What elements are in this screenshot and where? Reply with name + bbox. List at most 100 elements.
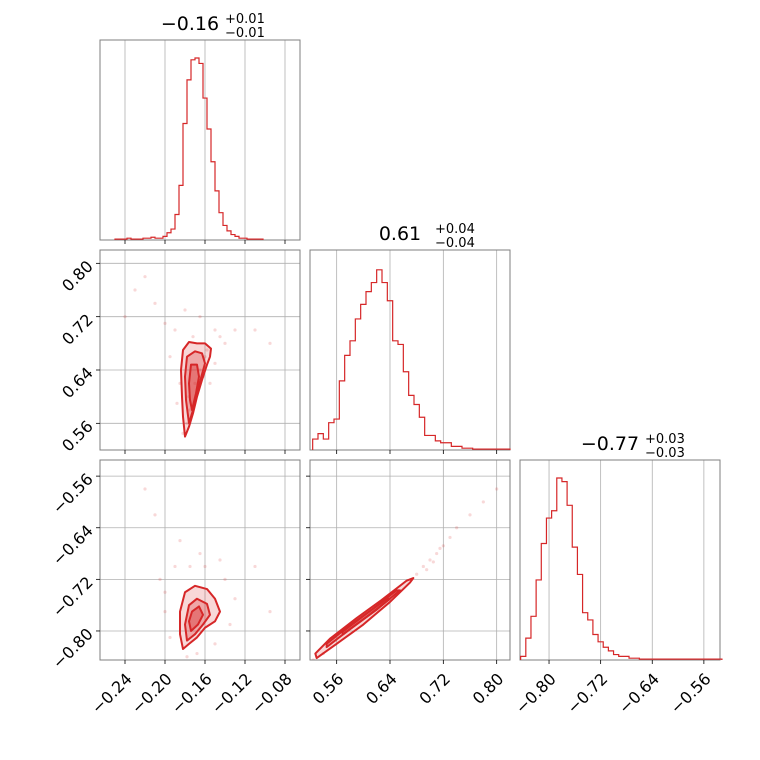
histogram-step-line xyxy=(114,57,264,240)
x-tick-label: −0.08 xyxy=(248,669,296,717)
x-tick-label: 0.80 xyxy=(469,669,508,708)
y-tick-label: −0.80 xyxy=(49,624,97,672)
y-tick-label: 0.80 xyxy=(58,257,97,296)
y-tick-label: 0.64 xyxy=(58,363,97,402)
x-tick-label: 0.72 xyxy=(415,669,454,708)
scatter-point xyxy=(448,535,452,540)
scatter-point xyxy=(198,551,202,556)
scatter-point xyxy=(268,341,272,345)
scatter-point xyxy=(425,568,429,572)
scatter-point xyxy=(175,401,179,405)
scatter-point xyxy=(158,577,162,581)
scatter-point xyxy=(153,513,157,517)
scatter-point xyxy=(311,658,315,660)
scatter-point xyxy=(223,577,227,581)
scatter-point xyxy=(435,551,439,556)
scatter-point xyxy=(163,610,167,614)
scatter-point xyxy=(468,513,472,517)
scatter-point xyxy=(253,328,257,332)
scatter-point xyxy=(188,564,192,569)
contour-level-3 xyxy=(188,363,200,411)
histogram-panel-1: −0.16 +0.01−0.01 xyxy=(99,12,301,244)
histogram-title: 0.61 xyxy=(379,223,421,245)
scatter-point xyxy=(223,341,227,345)
x-tick-label: −0.16 xyxy=(168,669,216,717)
title-median: 0.61 xyxy=(379,223,421,245)
scatter-point xyxy=(188,408,192,412)
density-panel-3: 0.56 0.64 0.72 0.80 xyxy=(306,459,511,708)
scatter-point xyxy=(441,544,445,548)
y-tick-label: −0.56 xyxy=(49,469,97,517)
scatter-point xyxy=(495,487,499,491)
contour-level-3 xyxy=(341,597,391,636)
histogram-panel-3: −0.80 −0.72 −0.64 −0.56 −0.77 +0.03−0.03 xyxy=(512,432,723,717)
scatter-point xyxy=(218,335,222,339)
x-tick-label: −0.20 xyxy=(128,669,176,717)
scatter-point xyxy=(213,361,217,365)
histogram-step-line xyxy=(312,269,511,450)
x-tick-label: 0.56 xyxy=(309,669,348,708)
axes-frame xyxy=(309,459,511,661)
axes-frame xyxy=(99,249,301,451)
scatter-point xyxy=(455,526,459,530)
density-panel-1: 0.56 0.64 0.72 0.80 xyxy=(58,249,301,455)
histogram-step-line xyxy=(520,477,723,660)
title-minus-error: −0.04 xyxy=(435,236,475,251)
scatter-point xyxy=(185,655,189,659)
axes-frame xyxy=(309,249,511,451)
scatter-point xyxy=(421,564,425,569)
scatter-point xyxy=(168,635,172,640)
scatter-point xyxy=(268,610,272,614)
x-tick-label: −0.56 xyxy=(667,669,715,717)
title-plus-error: +0.01 xyxy=(225,12,265,27)
scatter-point xyxy=(233,597,237,601)
y-tick-label: −0.64 xyxy=(49,521,97,569)
title-minus-error: −0.03 xyxy=(645,446,685,461)
x-tick-label: 0.64 xyxy=(362,669,401,708)
scatter-point xyxy=(163,321,167,325)
scatter-point xyxy=(193,381,197,385)
contour-level-1 xyxy=(179,584,221,651)
scatter-point xyxy=(213,328,217,332)
scatter-point xyxy=(415,572,419,576)
histogram-title: −0.16 xyxy=(161,13,219,35)
scatter-point xyxy=(178,539,182,543)
scatter-point xyxy=(191,335,195,339)
scatter-point xyxy=(143,275,147,279)
histogram-title: −0.77 xyxy=(581,433,639,455)
y-tick-label: −0.72 xyxy=(49,573,97,621)
axes-frame xyxy=(99,459,301,661)
corner-panels: −0.16 +0.01−0.010.61 +0.04−0.04−0.80 −0.72−… xyxy=(49,12,723,717)
scatter-point xyxy=(213,642,217,646)
scatter-point xyxy=(233,328,237,332)
axes-frame xyxy=(519,459,721,661)
title-median: −0.77 xyxy=(581,433,639,455)
scatter-point xyxy=(153,301,157,305)
axes-frame xyxy=(99,39,301,241)
scatter-point xyxy=(173,328,177,332)
scatter-point xyxy=(438,546,442,550)
scatter-point xyxy=(173,564,177,569)
scatter-point xyxy=(195,651,199,656)
contour-level-3 xyxy=(188,605,204,632)
scatter-point xyxy=(143,487,147,491)
scatter-point xyxy=(123,315,127,319)
title-minus-error: −0.01 xyxy=(225,26,265,41)
panel-content xyxy=(123,275,272,438)
scatter-point xyxy=(431,560,435,564)
scatter-point xyxy=(168,355,172,359)
title-plus-error: +0.04 xyxy=(435,222,475,237)
scatter-point xyxy=(428,558,432,562)
histogram-panel-2: 0.61 +0.04−0.04 xyxy=(309,222,511,454)
x-tick-label: −0.80 xyxy=(512,669,560,717)
x-tick-label: −0.64 xyxy=(615,669,663,717)
scatter-point xyxy=(203,564,207,569)
scatter-point xyxy=(228,622,232,627)
scatter-point xyxy=(185,421,189,425)
scatter-point xyxy=(481,500,485,504)
scatter-point xyxy=(198,315,202,319)
x-tick-label: −0.24 xyxy=(88,669,136,717)
panel-content xyxy=(311,487,499,660)
x-tick-label: −0.12 xyxy=(208,669,256,717)
